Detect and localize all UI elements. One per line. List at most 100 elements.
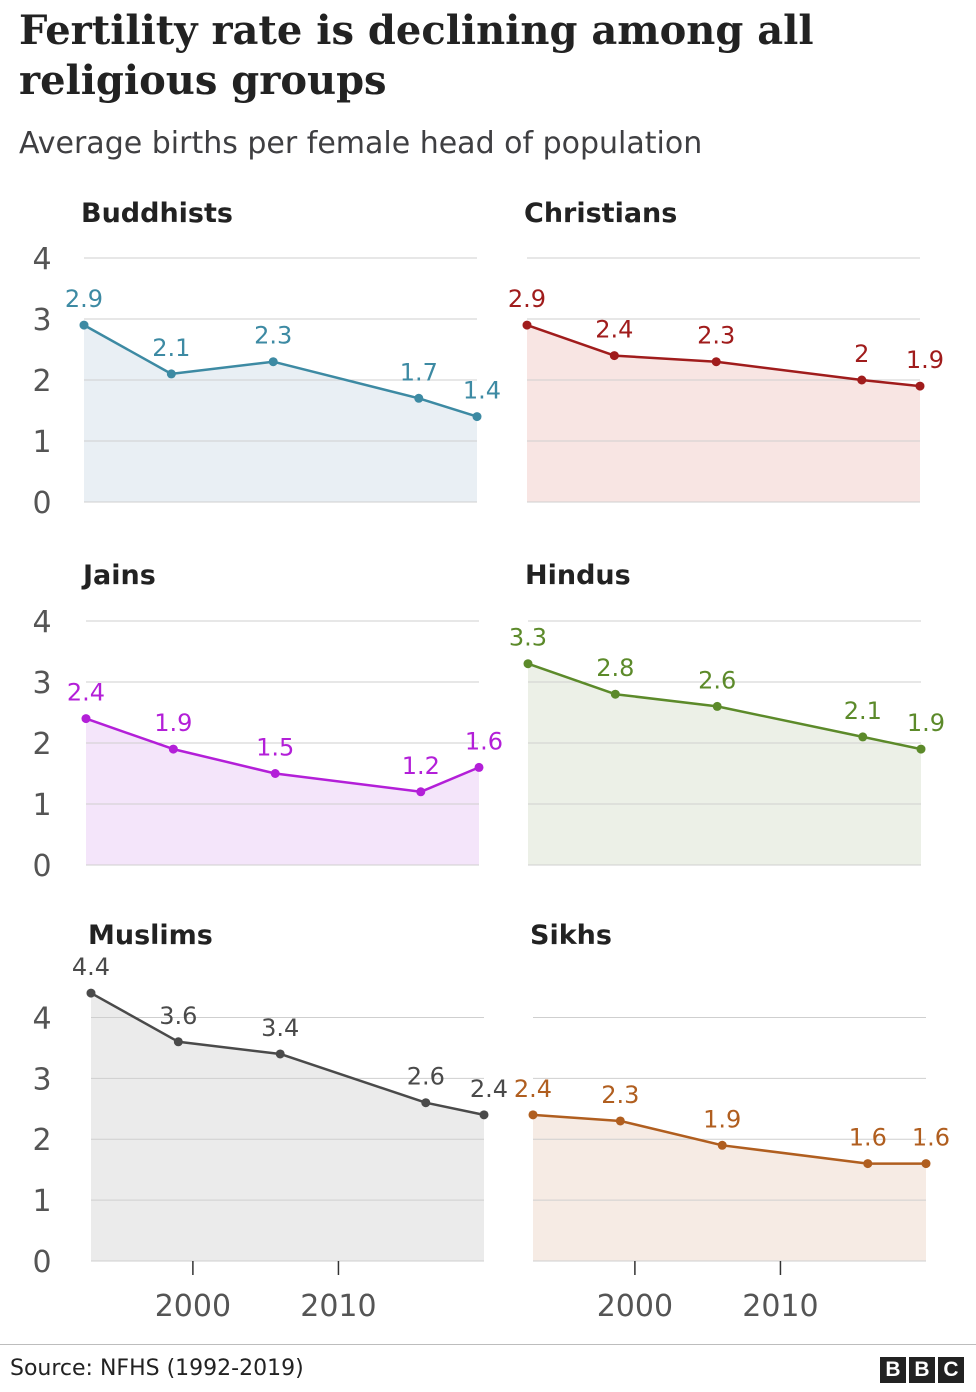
y-tick-label: 3 — [32, 666, 51, 701]
series-area — [86, 718, 479, 865]
x-tick-label: 2010 — [300, 1289, 376, 1324]
data-point — [166, 369, 176, 379]
series-area — [528, 663, 921, 865]
data-point — [858, 732, 868, 742]
y-tick-label: 3 — [32, 303, 51, 338]
data-label: 1.9 — [154, 709, 192, 737]
data-point — [523, 659, 533, 669]
panel-title: Buddhists — [81, 198, 233, 229]
data-label: 2.6 — [407, 1063, 445, 1091]
panel-title: Hindus — [525, 560, 631, 591]
data-point — [915, 381, 925, 391]
small-multiples-charts: Buddhists 0 1 2 3 4 2.9 2.1 2.3 1.7 1.4 Christians 2… — [32, 198, 950, 1324]
data-label: 3.3 — [509, 624, 547, 652]
data-point — [275, 1049, 285, 1059]
data-label: 2.4 — [67, 679, 105, 707]
data-point — [416, 787, 426, 797]
data-point — [711, 357, 721, 367]
series-area — [91, 993, 484, 1261]
y-tick-label: 1 — [32, 1184, 51, 1219]
y-tick-label: 2 — [32, 364, 51, 399]
data-point — [712, 701, 722, 711]
data-label: 2.3 — [254, 322, 292, 350]
data-label: 2.9 — [508, 285, 546, 313]
data-point — [609, 351, 619, 361]
data-point — [81, 714, 91, 724]
data-label: 3.4 — [261, 1014, 299, 1042]
y-tick-label: 0 — [32, 849, 51, 884]
chart-title: Fertility rate is declining among all re… — [19, 7, 814, 104]
y-tick-label: 3 — [32, 1062, 51, 1097]
data-label: 1.4 — [463, 377, 501, 405]
data-label: 1.6 — [912, 1124, 950, 1152]
data-point — [528, 1110, 538, 1120]
data-point — [479, 1110, 489, 1120]
panel-title: Jains — [81, 560, 156, 591]
data-label: 2.8 — [596, 654, 634, 682]
data-point — [863, 1159, 873, 1169]
data-point — [168, 744, 178, 754]
data-point — [916, 744, 926, 754]
y-tick-label: 0 — [32, 1245, 51, 1280]
data-label: 1.7 — [400, 358, 438, 386]
series-area — [527, 325, 920, 502]
data-point — [857, 375, 867, 385]
y-tick-label: 1 — [32, 788, 51, 823]
data-point — [414, 393, 424, 403]
data-label: 1.6 — [465, 727, 503, 755]
y-tick-label: 4 — [32, 605, 51, 640]
bbc-logo: B B C — [880, 1357, 964, 1383]
y-tick-label: 0 — [32, 486, 51, 521]
data-label: 1.9 — [703, 1105, 741, 1133]
panel-title: Christians — [524, 198, 677, 229]
data-label: 2.4 — [470, 1075, 508, 1103]
data-label: 1.9 — [907, 709, 945, 737]
data-label: 2.9 — [65, 285, 103, 313]
data-label: 1.6 — [849, 1124, 887, 1152]
data-point — [615, 1116, 625, 1126]
data-label: 1.2 — [402, 752, 440, 780]
data-label: 3.6 — [159, 1002, 197, 1030]
data-point — [522, 320, 532, 330]
data-point — [270, 769, 280, 778]
panel-title: Sikhs — [530, 920, 612, 951]
data-point — [610, 689, 620, 699]
x-tick-label: 2010 — [742, 1289, 818, 1324]
data-label: 2.1 — [152, 334, 190, 362]
series-area — [84, 325, 477, 502]
x-tick-label: 2000 — [597, 1289, 673, 1324]
bbc-logo-letter: B — [880, 1357, 906, 1383]
data-label: 2.1 — [844, 697, 882, 725]
data-label: 2.3 — [697, 322, 735, 350]
chart-subtitle: Average births per female head of popula… — [19, 126, 703, 161]
data-label: 1.9 — [906, 346, 944, 374]
x-tick-label: 2000 — [155, 1289, 231, 1324]
data-label: 2.6 — [698, 666, 736, 694]
y-tick-label: 4 — [32, 1001, 51, 1036]
data-label: 1.5 — [256, 734, 294, 762]
bbc-logo-letter: C — [938, 1357, 964, 1383]
y-tick-label: 4 — [32, 242, 51, 277]
data-point — [268, 357, 278, 367]
footer-divider — [0, 1344, 976, 1345]
panel-title: Muslims — [88, 920, 213, 951]
data-point — [421, 1098, 431, 1108]
data-point — [474, 762, 484, 772]
data-point — [921, 1159, 931, 1169]
y-tick-label: 2 — [32, 1123, 51, 1158]
data-point — [717, 1140, 727, 1150]
data-point — [472, 412, 482, 422]
y-tick-label: 2 — [32, 727, 51, 762]
data-label: 2.3 — [601, 1081, 639, 1109]
data-point — [86, 988, 96, 998]
y-tick-label: 1 — [32, 425, 51, 460]
data-label: 2.4 — [514, 1075, 552, 1103]
data-point — [173, 1037, 183, 1047]
data-label: 2.4 — [595, 316, 633, 344]
bbc-logo-letter: B — [909, 1357, 935, 1383]
series-area — [533, 1114, 926, 1261]
data-label: 2 — [854, 340, 869, 368]
source-note: Source: NFHS (1992-2019) — [10, 1356, 304, 1381]
data-label: 4.4 — [72, 953, 110, 981]
data-point — [79, 320, 89, 330]
